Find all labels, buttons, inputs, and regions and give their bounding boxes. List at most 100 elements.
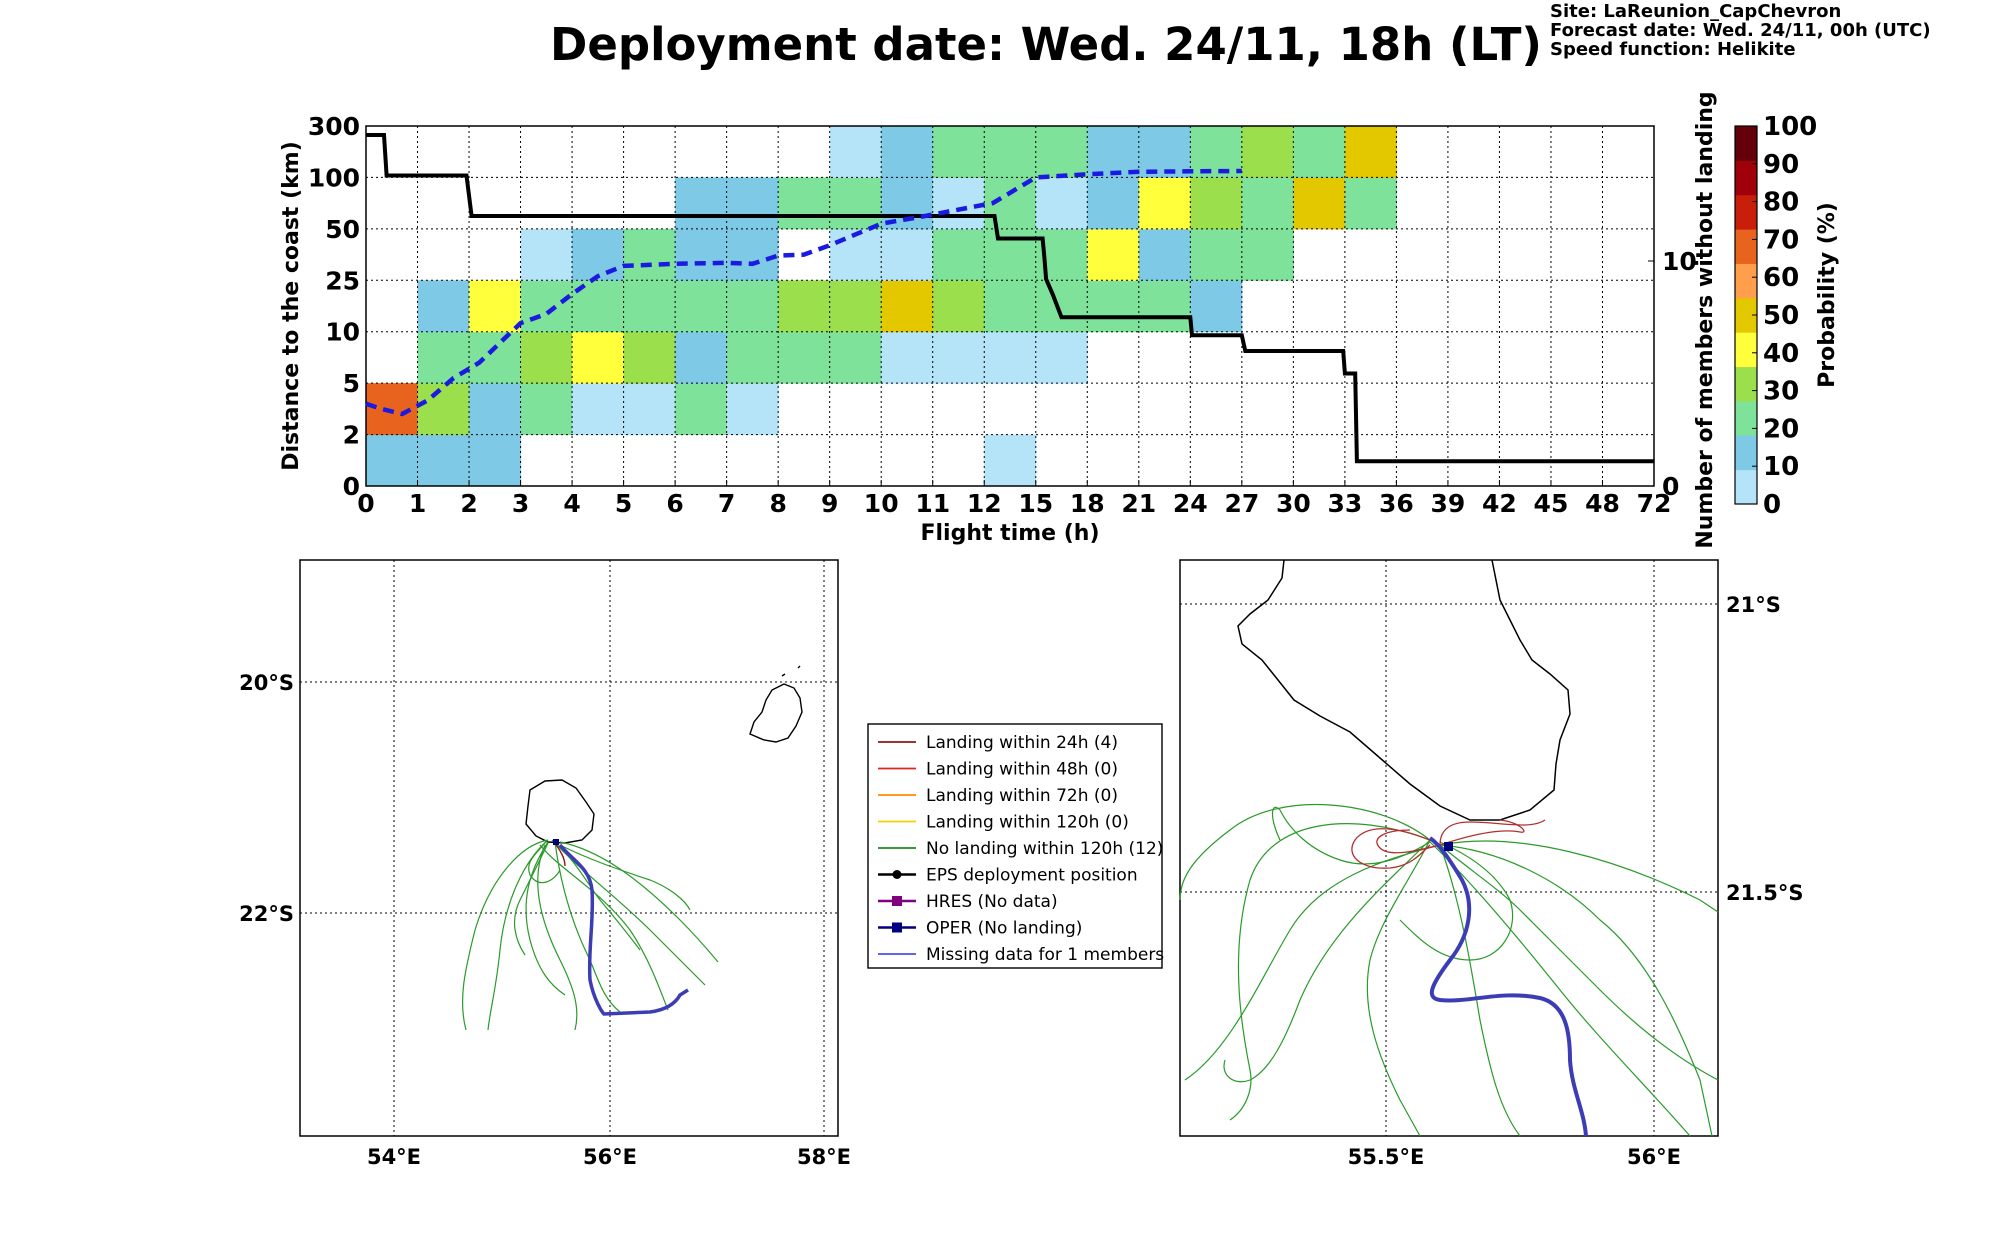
heatmap-cell	[932, 228, 985, 281]
heatmap-cell	[829, 126, 882, 178]
legend-label: Missing data for 1 members	[926, 945, 1164, 965]
x-tick-label: 18	[1070, 489, 1105, 518]
y-tick-label: 100	[308, 163, 360, 192]
lat-tick: 21.5°S	[1726, 881, 1803, 905]
x-tick-label: 12	[967, 489, 1002, 518]
oper-track-left	[558, 843, 689, 1016]
legend-label: Landing within 24h (4)	[926, 733, 1118, 753]
colorbar-segment	[1735, 229, 1757, 264]
legend-frame	[867, 723, 1163, 969]
x-tick-label: 6	[666, 489, 683, 518]
heatmap-cell	[469, 383, 522, 436]
heatmap-cell	[469, 280, 522, 333]
heatmap-cell	[1035, 280, 1088, 333]
heatmap-cell	[829, 280, 882, 333]
colorbar-tick-label: 0	[1763, 490, 1781, 520]
colorbar-tick-label: 80	[1763, 188, 1799, 218]
heatmap-cell	[417, 383, 470, 436]
mauritius-coast	[749, 683, 803, 743]
x-tick-label: 5	[615, 489, 632, 518]
y2-axis-label: Number of members without landing	[1693, 91, 1718, 548]
colorbar-tick-label: 50	[1763, 301, 1799, 331]
oper-marker-left	[553, 839, 559, 845]
colorbar-tick-label: 20	[1763, 414, 1799, 444]
median-distance-line	[365, 168, 1242, 417]
heatmap-cell	[726, 177, 779, 230]
x-tick-label: 45	[1534, 489, 1569, 518]
colorbar-tick-label: 70	[1763, 225, 1799, 255]
heatmap-cell	[366, 383, 419, 436]
heatmap-cell	[881, 126, 934, 178]
colorbar-segment	[1735, 160, 1757, 196]
heatmap-cell	[984, 331, 1037, 384]
reunion-coast	[525, 779, 595, 844]
heatmap-cell	[1087, 280, 1140, 333]
x-tick-label: 9	[821, 489, 838, 518]
colorbar-tick-label: 10	[1763, 452, 1799, 482]
x-tick-label: 24	[1173, 489, 1208, 518]
heatmap-cell	[572, 228, 625, 281]
heatmap-cell	[1087, 228, 1140, 281]
y-tick-label: 25	[325, 266, 360, 295]
y-tick-label: 2	[343, 421, 360, 450]
heatmap-cell	[1138, 280, 1191, 333]
lat-tick: 20°S	[239, 671, 294, 695]
heatmap-cell	[1293, 177, 1346, 230]
heatmap-cell	[778, 280, 831, 333]
x-tick-label: 42	[1482, 489, 1517, 518]
x-tick-label: 33	[1327, 489, 1362, 518]
heatmap-cell	[1241, 228, 1294, 281]
speed-label: Speed function: Helikite	[1550, 39, 1796, 60]
colorbar-segment	[1735, 435, 1757, 471]
lon-tick: 55.5°E	[1348, 1145, 1425, 1169]
x-tick-label: 48	[1585, 489, 1620, 518]
heatmap-cell	[932, 177, 985, 230]
heatmap-cell	[469, 331, 522, 384]
heatmap-cell	[881, 331, 934, 384]
x-tick-label: 0	[357, 489, 374, 518]
meta-info: Site: LaReunion_CapChevron Forecast date…	[1550, 2, 1931, 59]
y-tick-label: 50	[325, 215, 360, 244]
heatmap-cell	[932, 126, 985, 178]
heatmap-cell	[675, 280, 728, 333]
members-without-landing-line	[366, 133, 1654, 464]
legend: Landing within 24h (4) Landing within 48h…	[867, 723, 1164, 969]
heatmap-cell	[1087, 126, 1140, 178]
colorbar-segment	[1735, 126, 1757, 161]
heatmap-cell	[366, 434, 419, 487]
x-tick-label: 4	[563, 489, 580, 518]
heatmap-cell	[675, 331, 728, 384]
heatmap-cell	[881, 228, 934, 281]
colorbar-tick-label: 40	[1763, 339, 1799, 369]
colorbar-segment	[1735, 194, 1757, 230]
heatmap-cell	[1190, 126, 1243, 178]
heatmap-cell	[675, 177, 728, 230]
x-tick-label: 10	[864, 489, 899, 518]
heatmap-cell	[623, 331, 676, 384]
heatmap-cell	[1138, 177, 1191, 230]
legend-marker	[892, 870, 902, 879]
lat-tick: 21°S	[1726, 593, 1781, 617]
heatmap-cell	[984, 434, 1037, 487]
legend-marker	[892, 922, 902, 933]
x-tick-label: 15	[1018, 489, 1053, 518]
legend-label: OPER (No landing)	[926, 919, 1082, 939]
heatmap-cell	[1241, 126, 1294, 178]
legend-label: No landing within 120h (12)	[926, 839, 1163, 859]
colorbar-segment	[1735, 469, 1757, 505]
colorbar-segment	[1735, 263, 1757, 299]
heatmap-cell	[829, 331, 882, 384]
heatmap-cell	[417, 434, 470, 487]
heatmap-cell	[675, 228, 728, 281]
heatmap-plot: 0 1 2 3 4 5 6 7 8 9 10 11 12 15 18 21 24 27 30 33 36 39 42 45 48…	[279, 91, 1718, 548]
colorbar-tick-label: 100	[1763, 112, 1817, 142]
heatmap-cell	[520, 331, 573, 384]
y-tick-label: 10	[325, 318, 360, 347]
heatmap-cell	[932, 280, 985, 333]
heatmap-cell	[984, 126, 1037, 178]
heatmap-cell	[829, 228, 882, 281]
lon-tick: 56°E	[1627, 1145, 1681, 1169]
heatmap-cell	[1035, 126, 1088, 178]
map-right-grid	[1180, 560, 1718, 1136]
heatmap-cell	[572, 383, 625, 436]
